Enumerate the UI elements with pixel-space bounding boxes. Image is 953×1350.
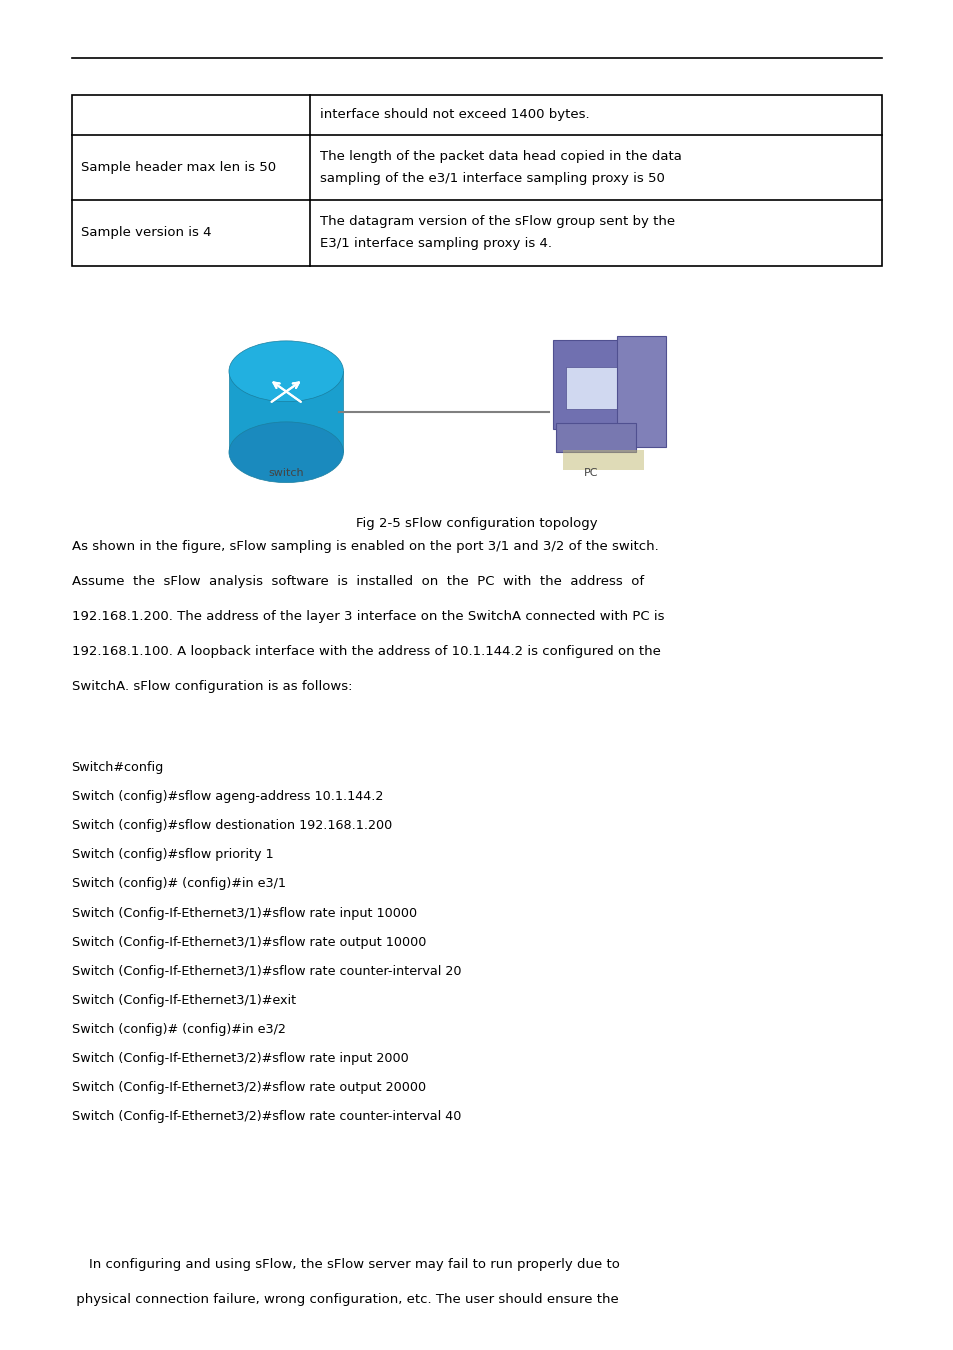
Text: PC: PC [583,468,598,478]
Text: 192.168.1.100. A loopback interface with the address of 10.1.144.2 is configured: 192.168.1.100. A loopback interface with… [71,645,659,659]
Text: Sample version is 4: Sample version is 4 [81,227,212,239]
FancyBboxPatch shape [553,340,629,429]
Text: Fig 2-5 sFlow configuration topology: Fig 2-5 sFlow configuration topology [355,517,598,531]
FancyBboxPatch shape [229,371,343,452]
Text: Switch (Config-If-Ethernet3/2)#sflow rate output 20000: Switch (Config-If-Ethernet3/2)#sflow rat… [71,1080,425,1094]
Text: Switch (config)# (config)#in e3/1: Switch (config)# (config)#in e3/1 [71,878,285,891]
Text: Assume  the  sFlow  analysis  software  is  installed  on  the  PC  with  the  a: Assume the sFlow analysis software is in… [71,575,643,589]
Bar [71,95,882,266]
Text: In configuring and using sFlow, the sFlow server may fail to run properly due to: In configuring and using sFlow, the sFlo… [71,1258,618,1272]
Text: Switch (Config-If-Ethernet3/1)#exit: Switch (Config-If-Ethernet3/1)#exit [71,994,295,1007]
Text: Switch (config)#sflow priority 1: Switch (config)#sflow priority 1 [71,849,273,861]
Text: physical connection failure, wrong configuration, etc. The user should ensure th: physical connection failure, wrong confi… [71,1293,618,1307]
Text: SwitchA. sFlow configuration is as follows:: SwitchA. sFlow configuration is as follo… [71,680,352,694]
Text: The datagram version of the sFlow group sent by the: The datagram version of the sFlow group … [319,216,674,228]
Text: As shown in the figure, sFlow sampling is enabled on the port 3/1 and 3/2 of the: As shown in the figure, sFlow sampling i… [71,540,658,553]
Text: Switch (config)#sflow destionation 192.168.1.200: Switch (config)#sflow destionation 192.1… [71,819,392,833]
Text: Switch (Config-If-Ethernet3/2)#sflow rate input 2000: Switch (Config-If-Ethernet3/2)#sflow rat… [71,1052,408,1065]
Text: Switch (Config-If-Ethernet3/2)#sflow rate counter-interval 40: Switch (Config-If-Ethernet3/2)#sflow rat… [71,1110,460,1123]
Text: Switch (Config-If-Ethernet3/1)#sflow rate output 10000: Switch (Config-If-Ethernet3/1)#sflow rat… [71,936,425,949]
FancyBboxPatch shape [556,423,636,452]
FancyBboxPatch shape [562,450,643,470]
Ellipse shape [229,421,343,483]
Text: interface should not exceed 1400 bytes.: interface should not exceed 1400 bytes. [319,108,589,122]
Ellipse shape [229,342,343,402]
Text: Switch (config)#sflow ageng-address 10.1.144.2: Switch (config)#sflow ageng-address 10.1… [71,791,382,803]
Text: E3/1 interface sampling proxy is 4.: E3/1 interface sampling proxy is 4. [319,238,551,250]
Text: sampling of the e3/1 interface sampling proxy is 50: sampling of the e3/1 interface sampling … [319,171,664,185]
Text: Switch#config: Switch#config [71,761,164,775]
FancyBboxPatch shape [617,336,665,447]
Text: Switch (Config-If-Ethernet3/1)#sflow rate counter-interval 20: Switch (Config-If-Ethernet3/1)#sflow rat… [71,964,460,977]
Text: 192.168.1.200. The address of the layer 3 interface on the SwitchA connected wit: 192.168.1.200. The address of the layer … [71,610,663,624]
Text: The length of the packet data head copied in the data: The length of the packet data head copie… [319,150,680,163]
FancyBboxPatch shape [565,367,617,409]
Text: Switch (Config-If-Ethernet3/1)#sflow rate input 10000: Switch (Config-If-Ethernet3/1)#sflow rat… [71,907,416,919]
Text: switch: switch [268,468,304,478]
Text: Sample header max len is 50: Sample header max len is 50 [81,161,276,174]
Text: Switch (config)# (config)#in e3/2: Switch (config)# (config)#in e3/2 [71,1023,285,1035]
